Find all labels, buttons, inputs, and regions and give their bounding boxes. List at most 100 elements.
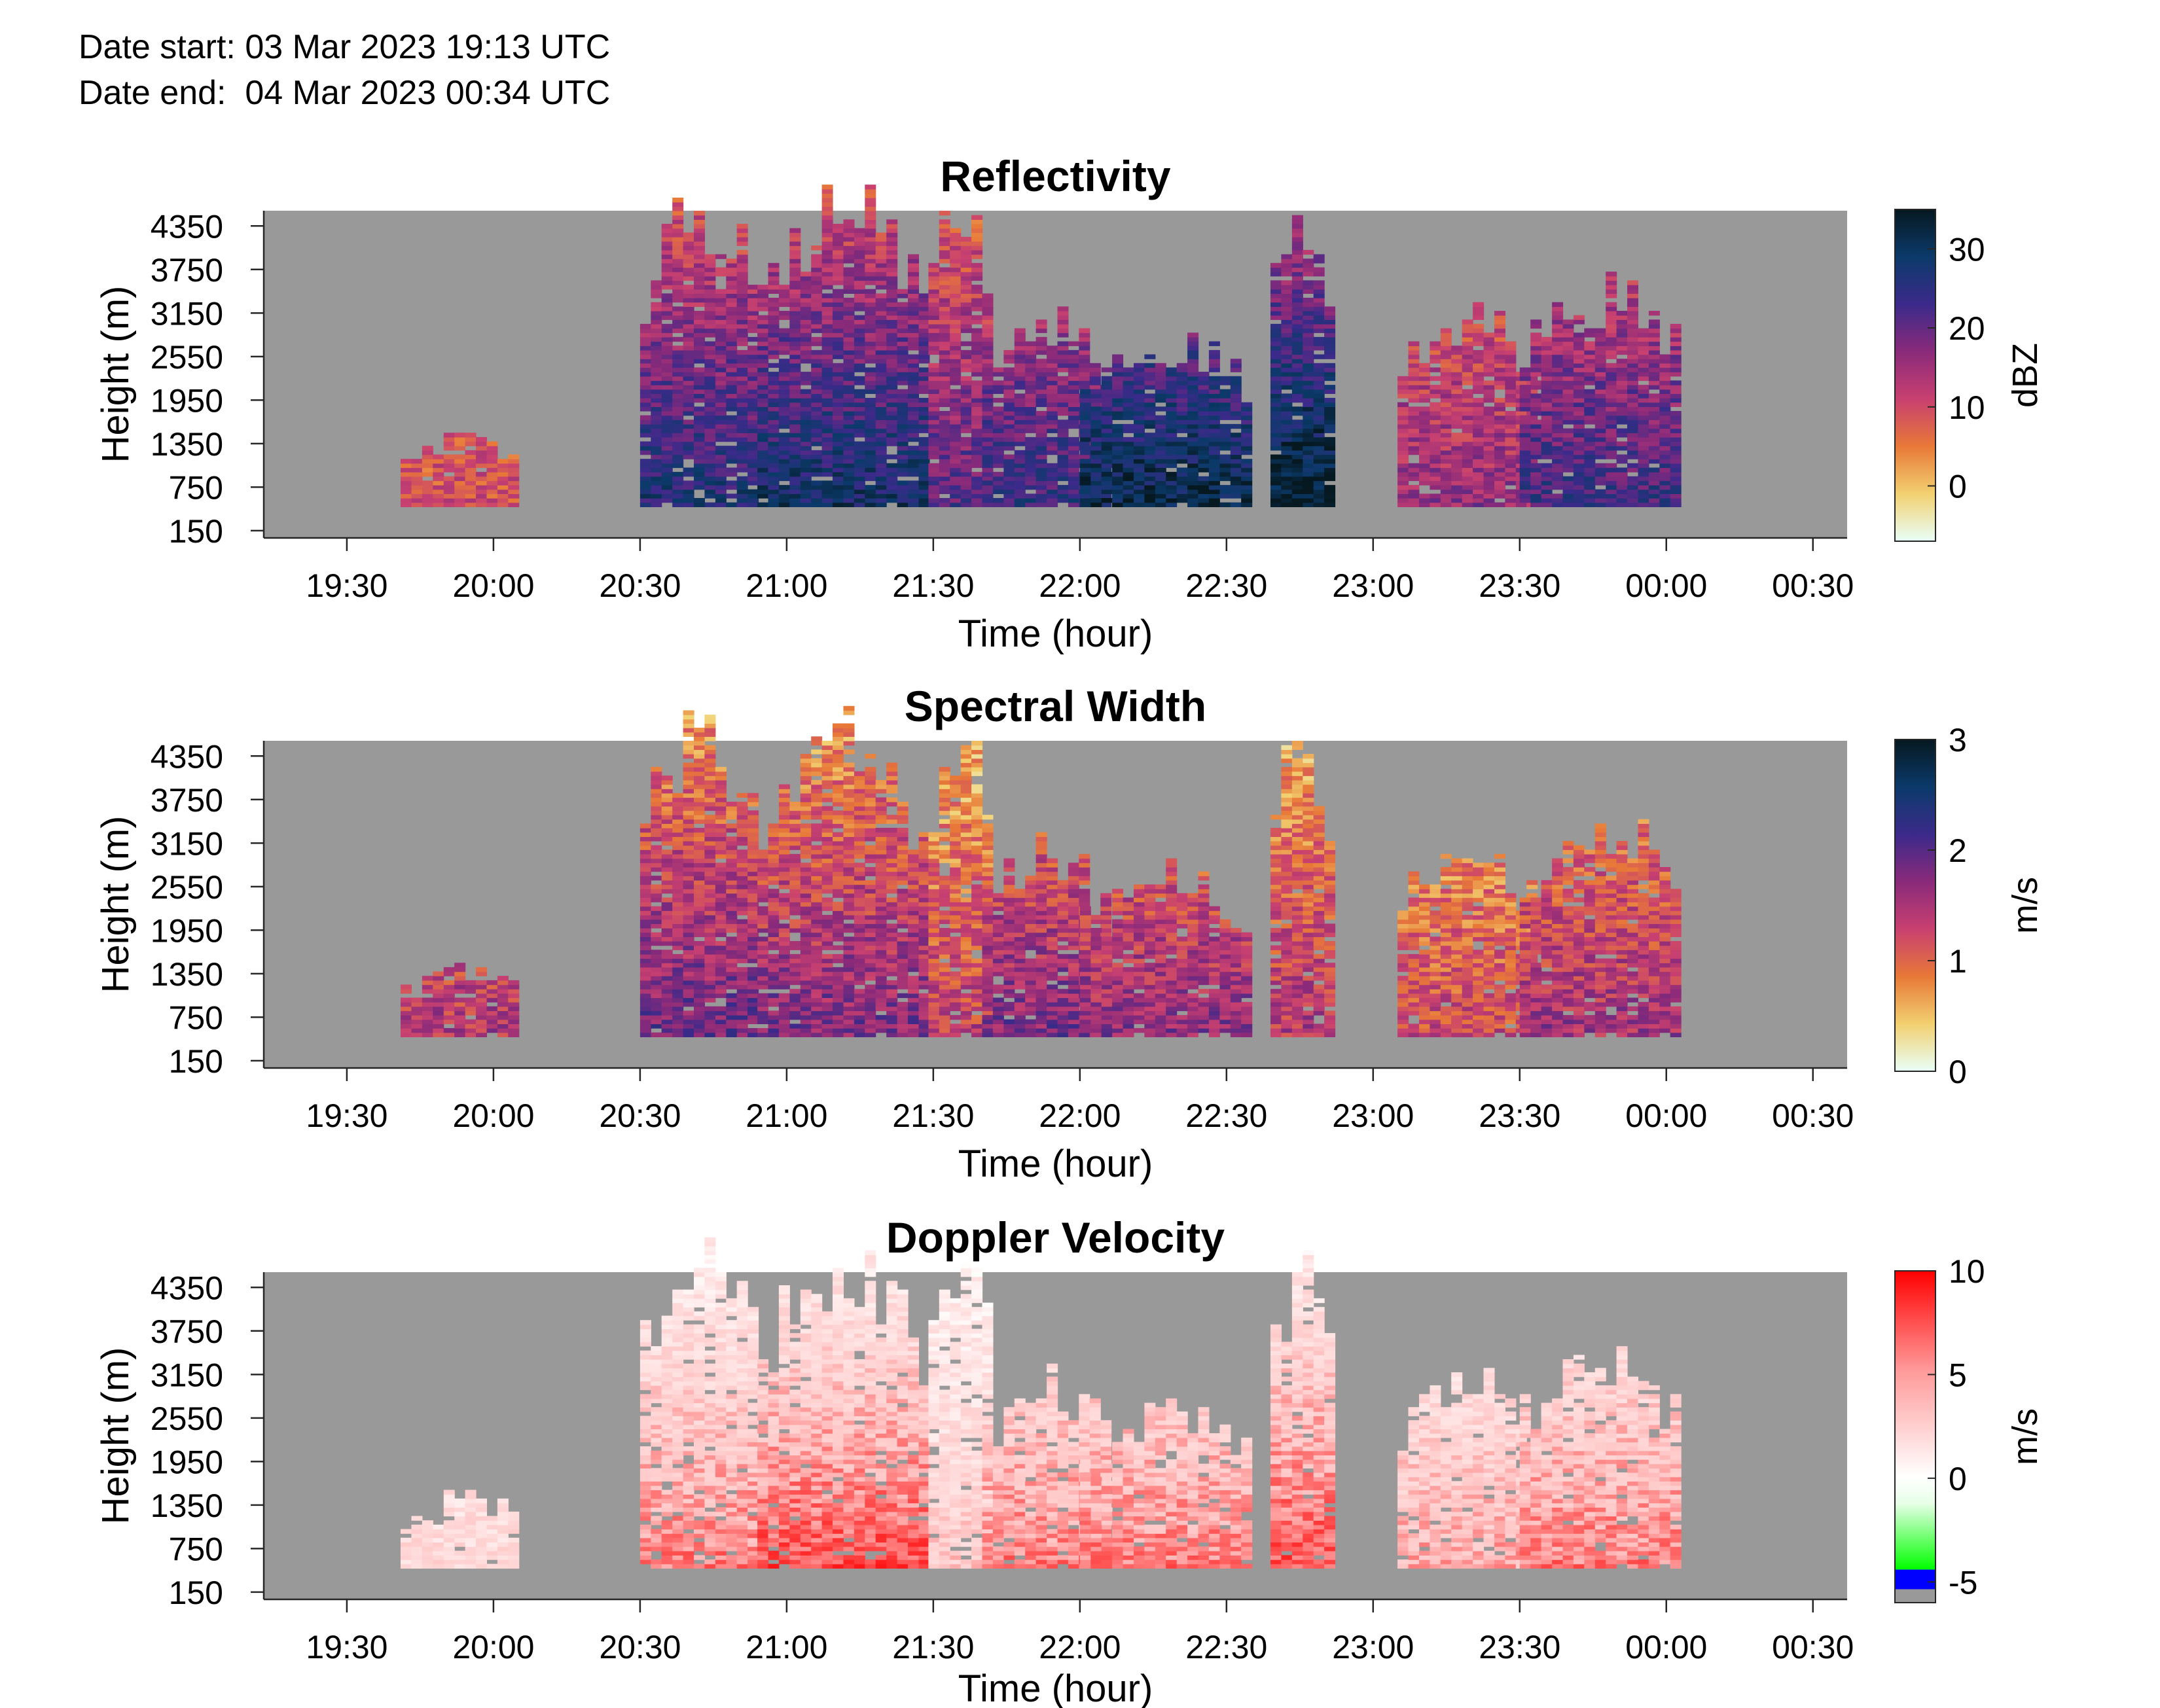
x-tick-label: 22:30 xyxy=(1185,567,1267,604)
colorbar-label: dBZ xyxy=(2006,343,2045,408)
colorbar-fill xyxy=(1894,739,1936,1072)
echo-cell xyxy=(401,963,520,1037)
echo-cell xyxy=(1270,215,1336,507)
panel-spectral-width: Spectral Width43503750315025501950135075… xyxy=(94,682,2045,1185)
x-tick-label: 23:30 xyxy=(1479,567,1560,604)
panel-doppler-velocity: Doppler Velocity 4350 3750 3150 2550 1950 1350… xyxy=(94,1213,2045,1708)
echo-cell xyxy=(639,198,759,507)
x-tick-label: 19:30 xyxy=(306,1097,387,1134)
echo-cell xyxy=(757,185,930,507)
x-tick-label: 20:30 xyxy=(599,1097,681,1134)
y-tick-label: 150 xyxy=(169,1043,223,1080)
date-end-label: Date end: 04 Mar 2023 00:34 UTC xyxy=(79,74,611,112)
x-tick-label: 21:30 xyxy=(892,567,974,604)
y-tick-label: 1350 xyxy=(151,1487,223,1524)
x-tick-label: 23:00 xyxy=(1332,567,1414,604)
x-tick-label: 00:30 xyxy=(1772,1097,1854,1134)
x-tick-label: 21:30 xyxy=(892,1629,974,1665)
x-tick-label: 23:30 xyxy=(1479,1629,1560,1665)
y-tick-label: 4350 xyxy=(151,1270,223,1306)
echo-cell xyxy=(1270,741,1336,1037)
echo-cell xyxy=(639,1237,759,1569)
echo-cell xyxy=(757,705,930,1037)
y-tick-label: 4350 xyxy=(151,208,223,245)
x-tick-label: 23:30 xyxy=(1479,1097,1560,1134)
colorbar-tick-label: 30 xyxy=(1949,231,1985,268)
y-tick-label: 750 xyxy=(169,469,223,506)
colorbar-tick-label: 10 xyxy=(1949,1253,1985,1290)
x-tick-label: 23:00 xyxy=(1332,1629,1414,1665)
y-tick-label: 2550 xyxy=(151,339,223,376)
y-tick-label: 4350 xyxy=(151,738,223,775)
colorbar-fill xyxy=(1894,1270,1936,1603)
echo-cell xyxy=(1079,1398,1253,1569)
echo-cell xyxy=(1519,1346,1682,1569)
y-tick-label: 1950 xyxy=(151,912,223,949)
x-tick-label: 00:30 xyxy=(1772,1629,1854,1665)
date-start-label: Date start: 03 Mar 2023 19:13 UTC xyxy=(79,28,611,66)
echo-cell xyxy=(401,1489,520,1569)
y-axis-label: Height (m) xyxy=(94,816,137,993)
x-tick-label: 00:00 xyxy=(1625,1629,1707,1665)
x-axis-label: Time (hour) xyxy=(958,1667,1153,1708)
x-tick-label: 19:30 xyxy=(306,1629,387,1665)
x-tick-label: 20:00 xyxy=(452,1629,534,1665)
echo-cell xyxy=(639,710,759,1037)
colorbar-tick-label: 1 xyxy=(1949,943,1967,980)
y-tick-label: 750 xyxy=(169,999,223,1036)
y-axis-label: Height (m) xyxy=(94,1347,137,1525)
x-tick-label: 20:00 xyxy=(452,567,534,604)
colorbar-label: m/s xyxy=(2006,877,2045,934)
y-tick-label: 2550 xyxy=(151,869,223,906)
x-tick-label: 21:00 xyxy=(746,1097,827,1134)
colorbar: 30 20 10 0 dBZ xyxy=(1894,209,2045,542)
x-tick-label: 00:00 xyxy=(1625,1097,1707,1134)
colorbar-tick-label: 3 xyxy=(1949,722,1967,758)
colorbar-tick-label: 0 xyxy=(1949,1461,1967,1497)
x-tick-label: 23:00 xyxy=(1332,1097,1414,1134)
x-axis-label: Time (hour) xyxy=(958,1143,1153,1185)
panel-title: Doppler Velocity xyxy=(886,1213,1225,1262)
colorbar-tick-label: -5 xyxy=(1949,1564,1977,1601)
x-tick-label: 20:30 xyxy=(599,567,681,604)
x-tick-label: 20:00 xyxy=(452,1097,534,1134)
y-tick-label: 1950 xyxy=(151,382,223,419)
colorbar-tick-label: 20 xyxy=(1949,310,1985,347)
y-tick-label: 3150 xyxy=(151,825,223,862)
x-tick-label: 22:30 xyxy=(1185,1629,1267,1665)
y-tick-label: 150 xyxy=(169,513,223,550)
y-tick-label: 3750 xyxy=(151,1313,223,1350)
x-tick-label: 00:00 xyxy=(1625,567,1707,604)
y-tick-label: 750 xyxy=(169,1531,223,1567)
echo-cell xyxy=(401,433,520,507)
colorbar-tick-label: 0 xyxy=(1949,1054,1967,1090)
echo-cell xyxy=(1519,819,1682,1037)
y-tick-label: 1350 xyxy=(151,426,223,463)
y-axis-label: Height (m) xyxy=(94,286,137,463)
colorbar-tick-label: 5 xyxy=(1949,1357,1967,1393)
x-tick-label: 19:30 xyxy=(306,567,387,604)
x-tick-label: 21:30 xyxy=(892,1097,974,1134)
echo-cell xyxy=(1397,853,1538,1037)
y-tick-label: 3150 xyxy=(151,295,223,332)
y-tick-label: 3750 xyxy=(151,782,223,819)
panel-title: Spectral Width xyxy=(905,682,1206,730)
x-tick-label: 00:30 xyxy=(1772,567,1854,604)
x-tick-label: 22:00 xyxy=(1039,1629,1121,1665)
echo-cell xyxy=(1519,272,1682,507)
y-tick-label: 3150 xyxy=(151,1357,223,1393)
panel-title: Reflectivity xyxy=(940,152,1170,200)
echo-cell xyxy=(1079,858,1253,1037)
x-tick-label: 22:00 xyxy=(1039,567,1121,604)
colorbar-label: m/s xyxy=(2006,1408,2045,1465)
y-tick-label: 2550 xyxy=(151,1400,223,1437)
panel-reflectivity: Reflectivity 4350 3750 3150 2550 1950 1350 750 1… xyxy=(94,152,2045,655)
colorbar: 3 2 1 0 m/s xyxy=(1894,722,2045,1090)
y-tick-label: 3750 xyxy=(151,252,223,289)
x-tick-label: 21:00 xyxy=(746,567,827,604)
x-tick-label: 22:00 xyxy=(1039,1097,1121,1134)
y-tick-label: 1950 xyxy=(151,1444,223,1480)
colorbar-tick-label: 0 xyxy=(1949,469,1967,505)
colorbar-fill xyxy=(1894,209,1936,542)
